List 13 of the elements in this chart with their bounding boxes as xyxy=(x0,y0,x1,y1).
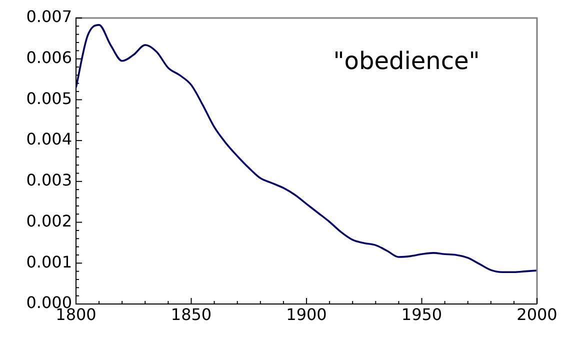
x-tick-label: 1950 xyxy=(401,304,442,324)
y-tick-label: 0.001 xyxy=(26,252,72,272)
y-tick-label: 0.007 xyxy=(26,7,72,26)
y-tick-label: 0.002 xyxy=(26,211,72,230)
y-tick-label: 0.006 xyxy=(26,48,72,68)
y-tick-label: 0.004 xyxy=(26,130,72,149)
x-tick-label: 1900 xyxy=(286,304,327,324)
y-tick-label: 0.005 xyxy=(26,88,72,108)
x-tick-label: 2000 xyxy=(516,304,558,324)
annotation: "obedience" xyxy=(333,47,480,76)
y-tick-label: 0.003 xyxy=(26,170,72,190)
line-series xyxy=(76,24,537,274)
x-tick-label: 1850 xyxy=(170,304,212,324)
